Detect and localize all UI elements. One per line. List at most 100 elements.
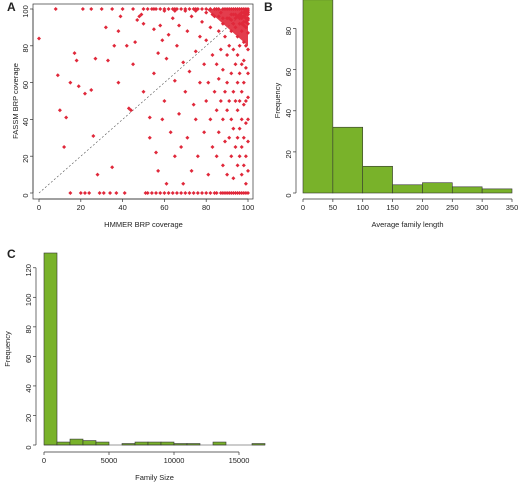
scatter-point	[141, 21, 146, 26]
scatter-point	[241, 102, 246, 107]
x-tick-label: 60	[160, 203, 168, 212]
scatter-point	[89, 7, 94, 11]
scatter-point	[206, 80, 211, 85]
scatter-point	[101, 191, 106, 195]
scatter-point	[220, 191, 225, 195]
scatter-point	[74, 58, 79, 63]
scatter-point	[202, 62, 207, 67]
scatter-point	[246, 30, 250, 35]
scatter-point	[162, 191, 167, 195]
x-tick-label: 150	[386, 203, 399, 212]
x-tick-label: 10000	[164, 456, 185, 465]
histogram-bar	[134, 441, 149, 446]
scatter-point	[166, 7, 171, 11]
scatter-point	[246, 117, 250, 122]
y-tick-label: 80	[284, 27, 293, 35]
scatter-point	[156, 168, 161, 173]
scatter-point	[241, 80, 246, 85]
scatter-point	[147, 135, 152, 140]
scatter-point	[239, 62, 244, 67]
scatter-point	[227, 99, 232, 103]
scatter-point	[110, 7, 115, 11]
scatter-point	[55, 73, 60, 78]
scatter-point	[246, 47, 250, 52]
scatter-point	[174, 191, 179, 195]
scatter-point	[158, 23, 163, 28]
scatter-point	[64, 115, 69, 120]
scatter-point	[237, 99, 242, 103]
scatter-point	[239, 172, 244, 177]
scatter-point	[193, 117, 198, 122]
y-tick-label: 120	[24, 264, 33, 277]
scatter-point	[227, 43, 232, 48]
scatter-point	[229, 18, 234, 23]
scatter-point	[200, 19, 205, 24]
scatter-point	[147, 115, 152, 120]
scatter-point	[156, 51, 161, 56]
scatter-point	[89, 87, 94, 92]
scatter-point	[202, 130, 207, 135]
scatter-point	[214, 7, 219, 11]
scatter-point	[193, 8, 198, 13]
scatter-point	[204, 191, 209, 195]
scatter-point	[243, 65, 248, 70]
scatter-point	[72, 51, 77, 56]
y-tick-label: 20	[21, 155, 30, 163]
scatter-point	[187, 191, 192, 195]
scatter-point	[181, 60, 186, 65]
scatter-point	[214, 154, 219, 159]
scatter-point	[231, 191, 236, 195]
scatter-point	[235, 191, 240, 195]
scatter-point	[216, 14, 221, 19]
scatter-point	[143, 191, 148, 195]
scatter-point	[243, 181, 248, 186]
scatter-point	[139, 12, 144, 17]
diagonal-line	[38, 8, 249, 194]
scatter-point	[204, 10, 209, 15]
scatter-point	[103, 25, 108, 30]
scatter-point	[212, 89, 217, 94]
scatter-point	[151, 27, 156, 32]
scatter-point	[158, 7, 163, 11]
scatter-point	[181, 181, 186, 186]
y-axis-title: Frequency	[3, 331, 12, 367]
scatter-point	[235, 135, 240, 140]
scatter-point	[220, 163, 225, 168]
y-tick-label: 20	[284, 150, 293, 158]
scatter-point	[189, 14, 194, 19]
scatter-point	[216, 7, 221, 11]
y-tick-label: 0	[24, 445, 33, 449]
y-axis-title: Frequency	[273, 83, 282, 119]
scatter-point	[223, 7, 228, 11]
scatter-point	[183, 8, 188, 13]
scatter-point	[227, 135, 232, 140]
scatter-point	[151, 71, 156, 76]
scatter-point	[216, 76, 221, 81]
scatter-point	[223, 191, 228, 195]
scatter-point	[108, 191, 113, 195]
scatter-point	[91, 133, 96, 138]
scatter-point	[231, 47, 236, 52]
scatter-point	[37, 36, 41, 41]
scatter-point	[243, 10, 248, 15]
scatter-point	[239, 117, 244, 122]
scatter-point	[239, 21, 244, 26]
scatter-point	[220, 67, 225, 72]
scatter-point	[87, 191, 92, 195]
scatter-point	[172, 8, 177, 13]
y-tick-label: 100	[24, 294, 33, 307]
scatter-point	[183, 89, 188, 94]
histogram-bar	[302, 0, 334, 194]
scatter-point	[164, 56, 169, 61]
scatter-point	[82, 91, 87, 96]
y-tick-label: 40	[21, 118, 30, 126]
scatter-point	[170, 191, 175, 195]
scatter-point	[68, 80, 73, 85]
scatter-point	[112, 43, 117, 48]
scatter-point	[243, 154, 248, 159]
scatter-point	[200, 7, 205, 11]
panel-letter-c: C	[7, 247, 16, 261]
x-tick-label: 200	[416, 203, 429, 212]
scatter-point	[149, 191, 154, 195]
